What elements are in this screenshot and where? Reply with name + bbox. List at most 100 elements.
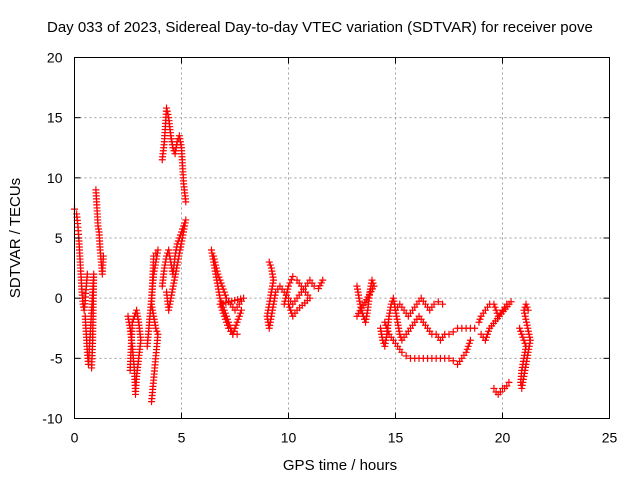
data-point: [225, 298, 233, 306]
x-tick-label: 25: [602, 430, 618, 446]
data-point: [521, 309, 529, 317]
data-point: [490, 300, 498, 308]
data-point: [220, 312, 228, 320]
data-point: [484, 330, 492, 338]
data-point: [517, 327, 525, 335]
data-point: [237, 295, 245, 303]
data-points: [71, 104, 534, 406]
data-point: [217, 303, 225, 311]
data-point: [503, 382, 511, 390]
ticks: [74, 57, 610, 419]
data-point: [289, 273, 297, 281]
data-point: [236, 309, 244, 317]
data-point: [153, 327, 161, 335]
data-point: [237, 306, 245, 314]
data-point: [126, 366, 134, 374]
data-point: [266, 261, 274, 269]
data-point: [88, 364, 96, 372]
data-point: [218, 306, 226, 314]
data-point: [234, 296, 242, 304]
data-point: [475, 318, 483, 326]
data-point: [133, 306, 141, 314]
data-point: [232, 321, 240, 329]
data-point: [284, 285, 292, 293]
data-point: [289, 312, 297, 320]
data-point: [220, 288, 228, 296]
data-point: [522, 300, 530, 308]
data-point: [396, 330, 404, 338]
data-point: [285, 282, 292, 290]
data-point: [164, 110, 172, 118]
x-tick-label: 15: [388, 430, 404, 446]
data-point: [224, 321, 232, 329]
data-point: [281, 297, 289, 305]
data-point: [449, 357, 457, 365]
data-point: [213, 267, 221, 275]
data-point: [477, 330, 485, 338]
y-tick-label: -5: [50, 350, 63, 366]
data-point: [434, 298, 442, 306]
y-tick-label: 10: [47, 170, 63, 186]
data-point: [282, 291, 290, 299]
data-point: [464, 342, 472, 350]
data-point: [485, 327, 493, 335]
data-point: [496, 388, 504, 396]
data-point: [449, 328, 457, 336]
data-point: [524, 306, 532, 314]
data-point: [163, 107, 171, 115]
data-point: [129, 315, 137, 323]
data-point: [216, 300, 224, 308]
data-point: [214, 270, 222, 278]
y-tick-label: -10: [42, 411, 62, 427]
data-point: [221, 291, 229, 299]
data-point: [212, 261, 220, 269]
data-point: [398, 348, 406, 356]
data-point: [462, 348, 470, 356]
data-point: [368, 276, 376, 284]
data-point: [210, 252, 218, 260]
data-point: [152, 324, 160, 332]
data-point: [83, 270, 91, 278]
data-point: [222, 318, 230, 326]
data-point: [402, 352, 410, 360]
data-point: [383, 324, 391, 332]
y-axis-label: SDTVAR / TECUs: [7, 178, 24, 298]
data-point: [523, 321, 531, 329]
data-point: [231, 324, 239, 332]
data-point: [222, 299, 230, 307]
data-point: [216, 294, 224, 302]
data-point: [131, 309, 139, 317]
data-point: [518, 330, 526, 338]
data-point: [524, 324, 532, 332]
y-tick-label: 20: [47, 50, 63, 66]
data-point: [491, 303, 499, 311]
data-point: [210, 255, 218, 263]
data-point: [486, 324, 494, 332]
data-point: [382, 321, 390, 329]
data-point: [439, 300, 447, 308]
data-point: [99, 252, 107, 260]
data-point: [231, 296, 239, 304]
data-point: [526, 333, 534, 341]
data-point: [445, 330, 453, 338]
y-tick-label: 15: [47, 110, 63, 126]
data-point: [466, 336, 474, 344]
data-point: [525, 330, 533, 338]
data-point: [430, 300, 438, 308]
data-point: [520, 336, 528, 344]
data-point: [219, 285, 227, 293]
data-point: [240, 294, 248, 302]
data-point: [523, 303, 531, 311]
data-point: [524, 327, 532, 335]
data-point: [182, 198, 190, 206]
data-point: [465, 339, 473, 347]
x-tick-label: 20: [495, 430, 511, 446]
data-point: [516, 324, 524, 332]
data-point: [130, 312, 138, 320]
data-point: [212, 264, 220, 272]
x-tick-label: 10: [281, 430, 297, 446]
data-point: [521, 312, 529, 320]
data-point: [228, 297, 236, 305]
data-point: [219, 309, 227, 317]
x-tick-label: 5: [178, 430, 186, 446]
